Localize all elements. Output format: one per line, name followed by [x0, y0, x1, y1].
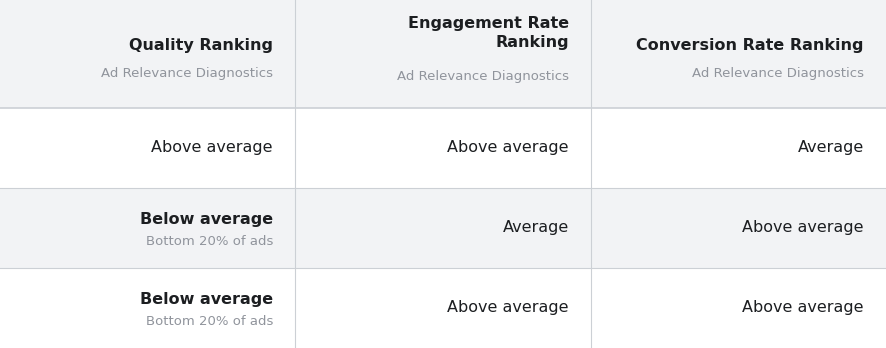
- Text: Average: Average: [502, 220, 569, 236]
- Text: Conversion Rate Ranking: Conversion Rate Ranking: [636, 38, 864, 53]
- Text: Ad Relevance Diagnostics: Ad Relevance Diagnostics: [397, 70, 569, 83]
- Bar: [0, 0, 886, 108]
- Bar: [0, 108, 886, 188]
- Text: Bottom 20% of ads: Bottom 20% of ads: [145, 315, 273, 329]
- Text: Below average: Below average: [140, 292, 273, 307]
- Text: Average: Average: [797, 140, 864, 156]
- Text: Above average: Above average: [742, 300, 864, 316]
- Text: Engagement Rate
Ranking: Engagement Rate Ranking: [408, 16, 569, 50]
- Bar: [0, 268, 886, 348]
- Text: Ad Relevance Diagnostics: Ad Relevance Diagnostics: [101, 66, 273, 80]
- Text: Above average: Above average: [152, 140, 273, 156]
- Text: Bottom 20% of ads: Bottom 20% of ads: [145, 235, 273, 248]
- Text: Above average: Above average: [447, 300, 569, 316]
- Text: Below average: Below average: [140, 212, 273, 227]
- Text: Above average: Above average: [447, 140, 569, 156]
- Text: Quality Ranking: Quality Ranking: [128, 38, 273, 53]
- Text: Ad Relevance Diagnostics: Ad Relevance Diagnostics: [692, 66, 864, 80]
- Bar: [0, 188, 886, 268]
- Text: Above average: Above average: [742, 220, 864, 236]
